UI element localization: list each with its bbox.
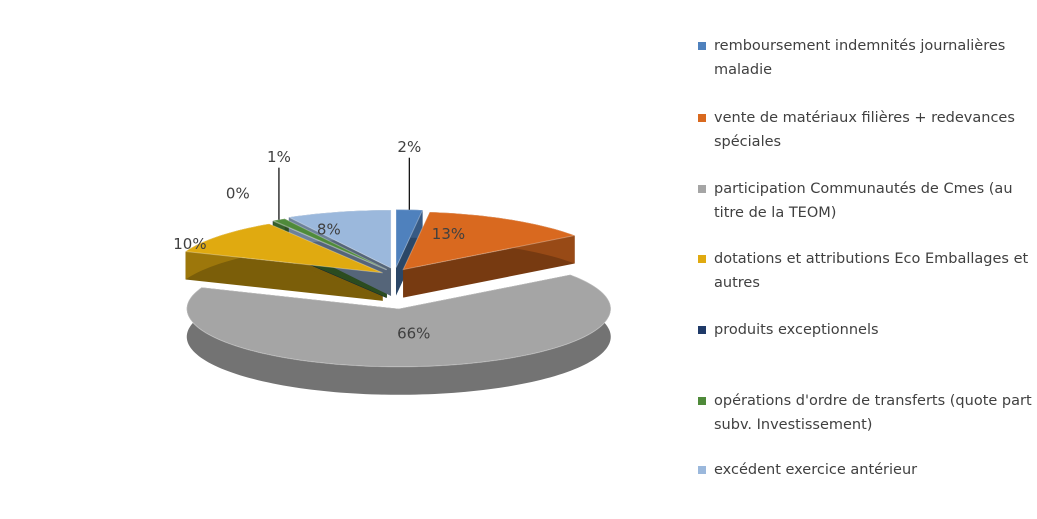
legend-swatch xyxy=(698,42,706,50)
slice xyxy=(184,223,383,274)
legend-label: remboursement indemnités journalières ma… xyxy=(714,38,1006,78)
legend-label: produits exceptionnels xyxy=(714,322,879,338)
legend-label: dotations et attributions Eco Emballages… xyxy=(714,251,1029,291)
slice xyxy=(186,274,612,368)
legend-entry: participation Communautés de Cmes (au ti… xyxy=(698,177,1034,225)
legend-swatch xyxy=(698,397,706,405)
legend-swatch xyxy=(698,185,706,193)
legend-entry: excédent exercice antérieur xyxy=(698,458,1034,482)
legend-swatch xyxy=(698,255,706,263)
legend-entry: opérations d'ordre de transferts (quote … xyxy=(698,389,1034,437)
slice xyxy=(395,209,424,268)
data-label: 10% xyxy=(173,235,206,253)
legend-swatch xyxy=(698,326,706,334)
legend-label: excédent exercice antérieur xyxy=(714,462,918,478)
legend-entry: produits exceptionnels xyxy=(698,318,1034,342)
data-label: 1% xyxy=(267,148,291,166)
pie-area: 2% 13% 66% 10% 0% 1% 8% xyxy=(173,138,612,395)
slice-side xyxy=(186,274,611,395)
legend-label: vente de matériaux filières + redevances… xyxy=(714,110,1015,150)
slice-face xyxy=(185,251,383,301)
legend-label: participation Communautés de Cmes (au ti… xyxy=(714,181,1013,221)
legend-swatch xyxy=(698,466,706,474)
data-label: 66% xyxy=(397,324,430,342)
slice xyxy=(287,209,392,269)
legend-entry: remboursement indemnités journalières ma… xyxy=(698,34,1034,82)
legend-label: opérations d'ordre de transferts (quote … xyxy=(714,393,1032,433)
data-label: 0% xyxy=(226,184,250,202)
slice-tops xyxy=(184,209,612,368)
data-label: 13% xyxy=(432,225,465,243)
data-label: 2% xyxy=(397,138,421,156)
legend-swatch xyxy=(698,114,706,122)
slice xyxy=(402,211,577,271)
slice xyxy=(271,218,388,271)
legend-entry: vente de matériaux filières + redevances… xyxy=(698,106,1034,154)
legend-entry: dotations et attributions Eco Emballages… xyxy=(698,247,1034,295)
data-label: 8% xyxy=(317,220,341,238)
